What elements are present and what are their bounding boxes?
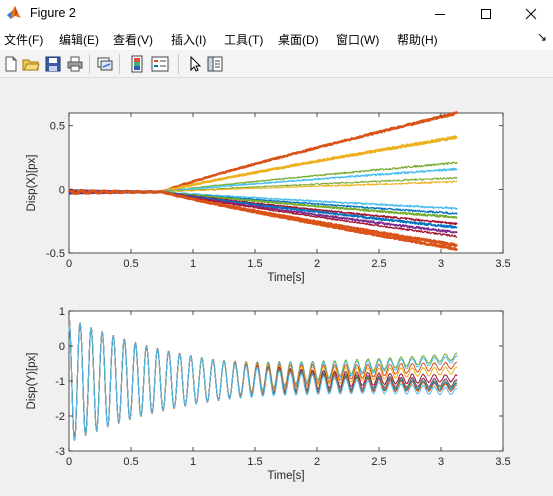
close-icon [525, 8, 537, 20]
title-bar: Figure 2 [0, 0, 553, 28]
figure-canvas[interactable]: 0 0.5 1 1.5 2 2.5 3 3.5 -0.5 0 0.5 Time[s] Disp(X)… [0, 79, 553, 496]
x-tick-label: 3 [438, 456, 444, 468]
x-tick-label: 2.5 [371, 456, 386, 468]
axis-ticks: 0 0.5 1 1.5 2 2.5 3 3.5-0.500.5 [46, 113, 511, 270]
toolbar-separator [119, 54, 120, 74]
x-tick-label: 1.5 [247, 258, 262, 270]
menu-edit[interactable]: 编辑(E) [59, 33, 99, 47]
menu-file[interactable]: 文件(F) [4, 33, 44, 47]
close-button[interactable] [509, 0, 553, 28]
new-figure-icon[interactable] [2, 55, 20, 73]
x-axis-label: Time[s] [267, 272, 304, 284]
x-tick-label: 3.5 [495, 258, 510, 270]
axes-disp-x[interactable]: 0 0.5 1 1.5 2 2.5 3 3.5-0.500.5 Time[s] Disp(X)… [26, 111, 511, 285]
x-tick-label: 0 [66, 456, 72, 468]
x-tick-label: 0.5 [123, 258, 138, 270]
x-axis-label: Time[s] [267, 470, 304, 482]
plot-lines [67, 111, 459, 252]
insert-legend-icon[interactable] [151, 55, 169, 73]
dock-arrow-icon[interactable]: ↘ [537, 30, 548, 44]
y-tick-label: -3 [55, 446, 65, 458]
y-axis-label: Disp(Y)[px] [26, 353, 38, 410]
y-tick-label: 1 [59, 306, 65, 318]
y-tick-label: -2 [55, 411, 65, 423]
x-tick-label: 0 [66, 258, 72, 270]
plot-lines [68, 320, 458, 441]
menu-desktop[interactable]: 桌面(D) [278, 33, 319, 47]
menu-help[interactable]: 帮助(H) [397, 33, 438, 47]
menu-tools[interactable]: 工具(T) [224, 33, 264, 47]
y-tick-label: -1 [55, 376, 65, 388]
axis-ticks: 0 0.5 1 1.5 2 2.5 3 3.5 -3 -2 -1 0 1 [55, 306, 510, 468]
y-tick-label: 0 [59, 184, 65, 196]
axes-disp-y[interactable]: 0 0.5 1 1.5 2 2.5 3 3.5 -3 -2 -1 0 1 Time[s] Disp(Y)… [26, 306, 511, 482]
print-icon[interactable] [66, 55, 84, 73]
x-tick-label: 2 [314, 258, 320, 270]
maximize-button[interactable] [463, 0, 509, 28]
series-line [68, 321, 458, 441]
menu-bar: 文件(F) 编辑(E) 查看(V) 插入(I) 工具(T) 桌面(D) 窗口(W… [0, 28, 553, 50]
y-tick-label: 0 [59, 341, 65, 353]
open-file-icon[interactable] [22, 55, 40, 73]
x-tick-label: 2 [314, 456, 320, 468]
figure-svg: 0 0.5 1 1.5 2 2.5 3 3.5-0.500.5 Time[s] Disp(X)… [26, 111, 511, 482]
menu-insert[interactable]: 插入(I) [171, 33, 207, 47]
x-tick-label: 1.5 [247, 456, 262, 468]
series-line [68, 188, 459, 252]
minimize-button[interactable] [417, 0, 463, 28]
link-plot-icon[interactable] [96, 55, 114, 73]
maximize-icon [481, 9, 491, 19]
menu-window[interactable]: 窗口(W) [336, 33, 380, 47]
insert-colorbar-icon[interactable] [128, 55, 146, 73]
save-icon[interactable] [44, 55, 62, 73]
x-tick-label: 1 [190, 258, 196, 270]
minimize-icon [435, 14, 445, 15]
x-tick-label: 2.5 [371, 258, 386, 270]
property-inspector-icon[interactable] [206, 55, 224, 73]
y-tick-label: 0.5 [50, 121, 65, 133]
axes-box [68, 112, 504, 254]
x-tick-label: 3 [438, 258, 444, 270]
y-axis-label: Disp(X)[px] [26, 155, 38, 212]
matlab-logo-icon [7, 6, 21, 19]
toolbar-separator [178, 54, 179, 74]
x-tick-label: 1 [190, 456, 196, 468]
y-tick-label: -0.5 [46, 248, 65, 260]
window-title: Figure 2 [30, 6, 76, 20]
menu-view[interactable]: 查看(V) [113, 33, 153, 47]
toolbar-separator [89, 54, 90, 74]
toolbar [0, 50, 553, 78]
edit-plot-arrow-icon[interactable] [186, 55, 204, 73]
x-tick-label: 3.5 [495, 456, 510, 468]
x-tick-label: 0.5 [123, 456, 138, 468]
